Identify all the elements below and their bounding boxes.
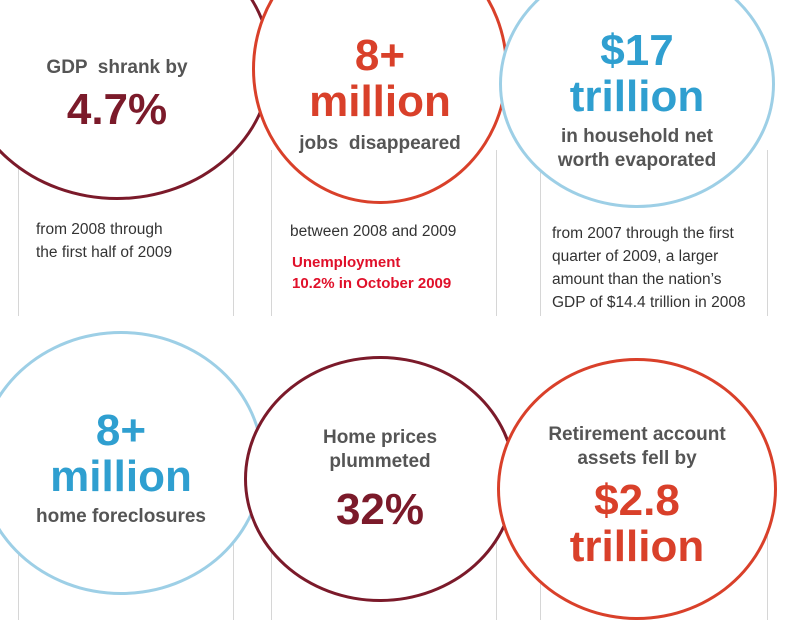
gdp-value: 4.7% <box>66 85 168 134</box>
home-prices-stat-circle: Home prices plummeted 32% <box>244 356 516 602</box>
gdp-label: GDP shrank by <box>46 57 188 78</box>
foreclosures-label: home foreclosures <box>36 506 206 527</box>
jobs-stat-circle: 8+ million jobs disappeared <box>252 0 508 204</box>
retirement-label-2: assets fell by <box>577 448 697 469</box>
stat-panel-foreclosures <box>18 520 234 620</box>
stat-panel-net-worth <box>540 150 768 316</box>
home-prices-label-2: plummeted <box>329 451 431 472</box>
jobs-description: between 2008 and 2009 <box>290 223 457 240</box>
stat-panel-home-prices <box>271 520 497 620</box>
home-prices-value: 32% <box>335 485 425 534</box>
foreclosures-unit: million <box>50 452 192 501</box>
gdp-description: from 2008 through the first half of 2009 <box>36 221 173 261</box>
net-worth-unit: trillion <box>569 72 705 121</box>
stat-panel-gdp <box>18 150 234 316</box>
stat-panel-jobs <box>271 150 497 316</box>
jobs-value-top: 8+ <box>354 31 406 80</box>
retirement-label-1: Retirement account <box>548 424 726 445</box>
net-worth-description: from 2007 through the first quarter of 2… <box>552 225 746 311</box>
gdp-stat-circle: GDP shrank by 4.7% <box>0 0 272 200</box>
net-worth-label-2: worth evaporated <box>557 150 717 171</box>
jobs-value-unit: million <box>309 77 451 126</box>
retirement-unit: trillion <box>569 522 705 571</box>
unemployment-note: Unemployment 10.2% in October 2009 <box>292 254 452 292</box>
net-worth-stat-circle: $17 trillion in household net worth evap… <box>499 0 775 208</box>
home-prices-label-1: Home prices <box>322 427 438 448</box>
retirement-value: $2.8 <box>594 476 680 525</box>
foreclosures-stat-circle: 8+ million home foreclosures <box>0 331 264 595</box>
jobs-label: jobs disappeared <box>299 133 461 154</box>
net-worth-value: $17 <box>600 26 674 75</box>
foreclosures-value: 8+ <box>95 406 147 455</box>
net-worth-label-1: in household net <box>561 126 713 147</box>
retirement-stat-circle: Retirement account assets fell by $2.8 t… <box>497 358 777 620</box>
